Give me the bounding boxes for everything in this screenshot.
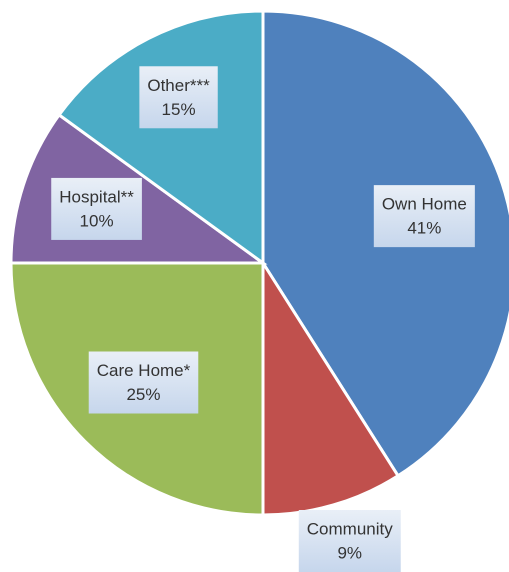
- label-box: [373, 185, 475, 248]
- data-label: Community 9%: [298, 510, 401, 572]
- category-label: Community: [307, 519, 393, 538]
- category-label: Care Home*: [97, 361, 191, 380]
- label-box: [88, 351, 199, 414]
- category-label: Hospital**: [59, 187, 134, 206]
- value-label: 10%: [80, 211, 114, 230]
- value-label: 9%: [337, 543, 362, 562]
- value-label: 41%: [407, 219, 441, 238]
- value-label: 25%: [126, 385, 160, 404]
- data-label: Hospital** 10%: [51, 177, 142, 240]
- value-label: 15%: [162, 100, 196, 119]
- label-box: [51, 177, 142, 240]
- category-label: Own Home: [382, 195, 467, 214]
- data-label: Own Home 41%: [373, 185, 475, 248]
- pie-slice: [261, 257, 401, 517]
- label-box: [139, 66, 218, 129]
- label-box: [298, 510, 401, 572]
- data-label: Care Home* 25%: [88, 351, 199, 414]
- data-label: Other*** 15%: [139, 66, 218, 129]
- category-label: Other***: [147, 76, 210, 95]
